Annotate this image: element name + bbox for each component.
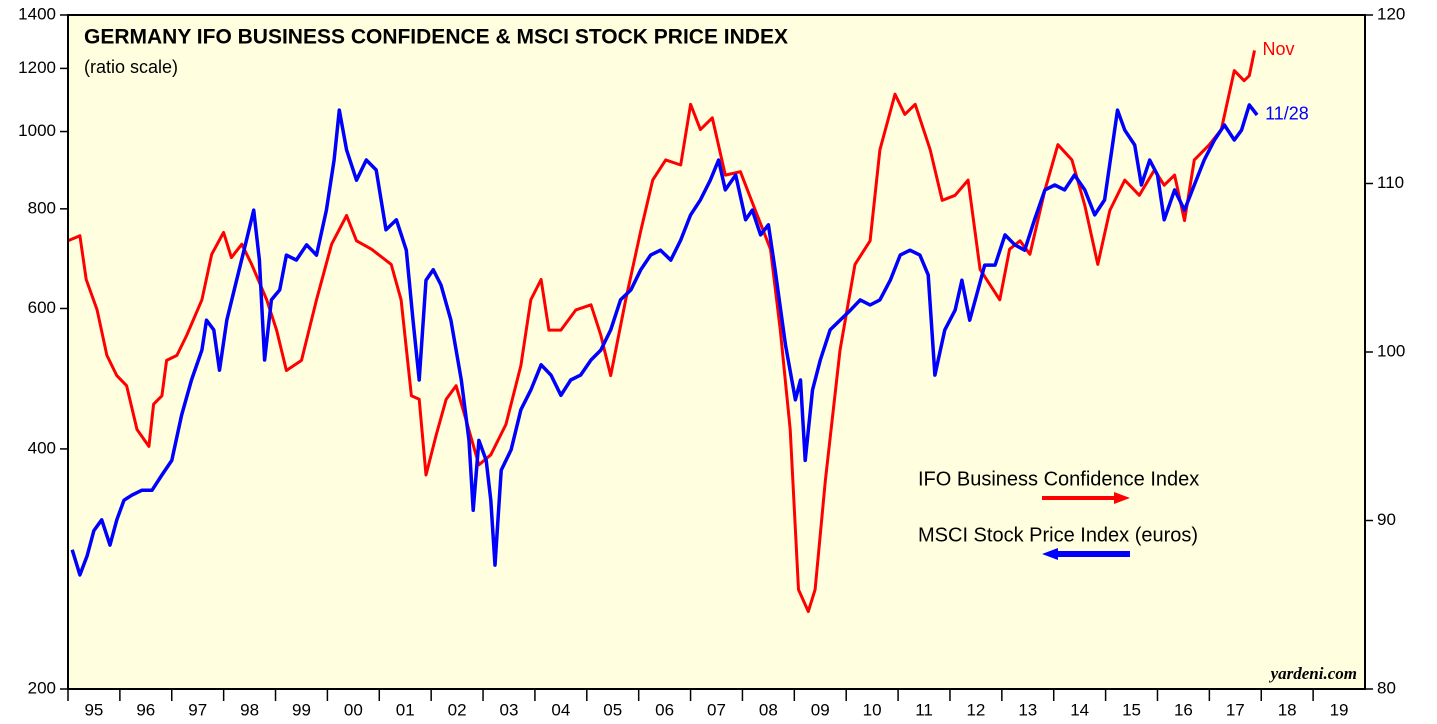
x-tick-label: 13 [1018,700,1037,719]
x-tick-label: 01 [396,700,415,719]
x-tick-label: 14 [1070,700,1089,719]
x-tick-label: 12 [966,700,985,719]
series-line [70,103,1259,577]
chart-subtitle: (ratio scale) [84,57,178,77]
x-tick-label: 97 [188,700,207,719]
y-tick-label: 1000 [18,121,56,140]
y2-tick-label: 80 [1377,678,1396,697]
legend-arrowhead [1042,548,1058,560]
chart-title: GERMANY IFO BUSINESS CONFIDENCE & MSCI S… [84,26,788,49]
legend-label: IFO Business Confidence Index [918,468,1199,490]
x-tick-label: 07 [707,700,726,719]
x-tick-label: 10 [863,700,882,719]
x-tick-label: 18 [1278,700,1297,719]
x-tick-label: 99 [292,700,311,719]
x-tick-label: 95 [84,700,103,719]
plot-border [67,14,1366,690]
plot-area [68,15,1365,689]
x-tick-label: 09 [811,700,830,719]
y2-tick-label: 110 [1377,173,1404,192]
series-line [67,50,1256,613]
end-label: 11/28 [1265,104,1309,124]
legend-arrowhead [1114,492,1130,504]
x-tick-label: 11 [915,700,933,719]
y-tick-label: 1200 [18,58,56,77]
y-tick-label: 600 [28,298,56,317]
x-tick-label: 04 [551,700,570,719]
y2-tick-label: 100 [1377,341,1405,360]
x-tick-label: 19 [1330,700,1349,719]
y-tick-label: 1400 [18,4,56,23]
x-tick-label: 15 [1122,700,1141,719]
x-tick-label: 00 [344,700,363,719]
y-tick-label: 200 [28,678,56,697]
credit: yardeni.com [1269,664,1357,683]
y2-tick-label: 90 [1377,510,1396,529]
legend-label: MSCI Stock Price Index (euros) [918,524,1198,546]
x-tick-label: 03 [500,700,519,719]
end-label: Nov [1262,39,1294,59]
x-tick-label: 02 [448,700,467,719]
x-tick-label: 98 [240,700,259,719]
x-tick-label: 06 [655,700,674,719]
y2-tick-label: 120 [1377,4,1405,23]
y-tick-label: 800 [28,198,56,217]
x-tick-label: 16 [1174,700,1193,719]
x-tick-label: 08 [759,700,778,719]
x-tick-label: 96 [136,700,155,719]
x-tick-label: 05 [603,700,622,719]
x-tick-label: 17 [1226,700,1245,719]
y-tick-label: 400 [28,438,56,457]
